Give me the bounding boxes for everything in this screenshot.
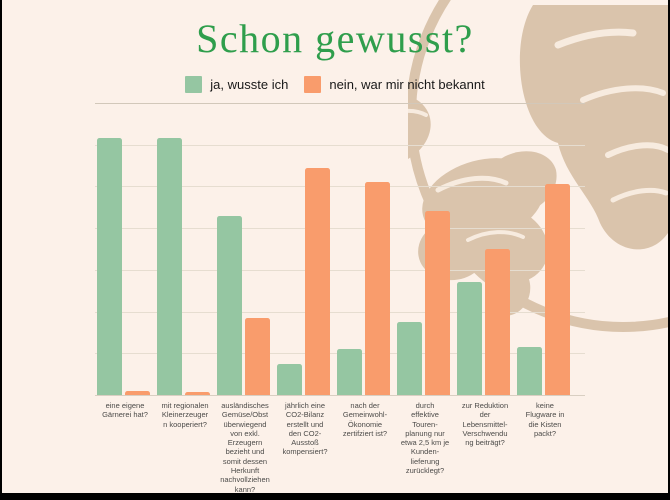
page-title: Schon gewusst? [196, 16, 474, 61]
legend-item-nein: nein, war mir nicht bekannt [304, 76, 485, 93]
bar-chart: eine eigene Gärnerei hat? mit regionalen … [95, 103, 585, 493]
gridline [95, 144, 585, 146]
bar-ja-6 [397, 322, 422, 395]
category-labels: eine eigene Gärnerei hat? mit regionalen … [95, 401, 575, 493]
gridline [95, 186, 585, 188]
category-label: eine eigene Gärnerei hat? [102, 401, 148, 420]
legend-label-ja: ja, wusste ich [210, 77, 289, 92]
bar-group [215, 103, 275, 395]
bar-group [95, 103, 155, 395]
bar-nein-5 [365, 182, 390, 395]
x-axis-line [95, 395, 585, 396]
bar-nein-4 [305, 167, 330, 395]
bar-group [155, 103, 215, 395]
bar-ja-4 [277, 363, 302, 395]
bar-group [335, 103, 395, 395]
bar-ja-8 [517, 347, 542, 395]
legend-label-nein: nein, war mir nicht bekannt [329, 77, 485, 92]
bar-nein-3 [245, 317, 270, 395]
bar-group [275, 103, 335, 395]
bar-nein-7 [485, 249, 510, 395]
bar-ja-1 [97, 138, 122, 395]
bar-ja-2 [157, 138, 182, 395]
bar-group [455, 103, 515, 395]
plot-area [95, 103, 585, 396]
bar-nein-8 [545, 184, 570, 395]
legend-swatch-green [185, 76, 203, 93]
category-label: zur Reduktion der Lebensmittel- Verschwe… [461, 401, 509, 448]
gridline [95, 103, 585, 104]
category-label: keine Flugware in die Kisten packt? [525, 401, 565, 438]
legend-item-ja: ja, wusste ich [185, 76, 288, 93]
bar-ja-5 [337, 349, 362, 395]
bar-group [515, 103, 575, 395]
gridline [95, 311, 585, 313]
bar-ja-3 [217, 215, 242, 395]
category-label: jährlich eine CO2-Bilanz erstellt und de… [282, 401, 328, 457]
category-label: ausländisches Gemüse/Obst überwiegend vo… [220, 401, 270, 493]
chart-legend: ja, wusste ich nein, war mir nicht bekan… [2, 76, 668, 93]
bar-groups [95, 103, 575, 395]
bar-group [395, 103, 455, 395]
gridline [95, 228, 585, 230]
bar-nein-2 [185, 392, 210, 395]
bar-nein-1 [125, 390, 150, 395]
category-label: durch effektive Touren- planung nur etwa… [400, 401, 450, 476]
bar-nein-6 [425, 211, 450, 395]
category-label: nach der Gemeinwohl- Ökonomie zertifzier… [342, 401, 388, 438]
bar-ja-7 [457, 282, 482, 395]
gridline [95, 269, 585, 271]
legend-swatch-orange [304, 76, 322, 93]
category-label: mit regionalen Kleinerzeuger n kooperier… [161, 401, 209, 429]
